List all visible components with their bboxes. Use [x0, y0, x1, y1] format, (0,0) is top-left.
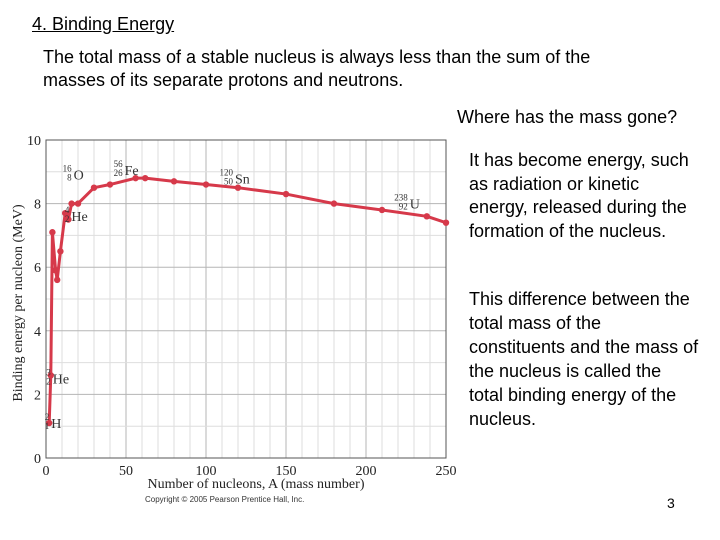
atomic-number-label: 2	[65, 214, 70, 224]
nuclide-label: 32 He	[46, 367, 69, 387]
atomic-number-label: 50	[224, 177, 234, 187]
data-point	[47, 372, 54, 379]
data-point	[52, 267, 59, 274]
atomic-number-label: 26	[114, 168, 124, 178]
data-point	[442, 219, 450, 226]
mass-number-label: 3	[46, 367, 51, 377]
x-axis-label: Number of nucleons, A (mass number)	[148, 477, 365, 492]
binding-energy-curve	[47, 176, 447, 424]
y-tick-label: 10	[27, 134, 41, 149]
data-point	[234, 184, 242, 191]
data-point	[65, 216, 72, 223]
x-tick-label: 50	[119, 464, 133, 479]
y-tick-label: 2	[34, 388, 41, 403]
data-point	[330, 200, 338, 207]
data-point	[90, 184, 98, 191]
element-symbol-label: O	[74, 169, 84, 184]
atomic-number-label: 8	[67, 173, 72, 183]
page-number: 3	[667, 495, 675, 511]
data-point	[132, 174, 139, 182]
nuclide-label: 21 H	[45, 412, 62, 432]
plot-frame	[45, 139, 447, 459]
mass-number-label: 16	[63, 164, 73, 174]
data-point	[170, 178, 178, 185]
mass-number-label: 4	[65, 205, 70, 215]
y-tick-label: 6	[34, 261, 41, 276]
data-point	[54, 276, 61, 284]
explanation-paragraph-2: This difference between the total mass o…	[469, 289, 699, 429]
x-tick-label: 0	[43, 464, 50, 479]
copyright-notice: Copyright © 2005 Pearson Prentice Hall, …	[145, 495, 304, 504]
data-point	[57, 248, 64, 255]
slide-title: 4. Binding Energy	[32, 14, 175, 34]
mass-number-label: 238	[394, 192, 408, 202]
y-axis-label: Binding energy per nucleon (MeV)	[11, 204, 26, 402]
data-point	[68, 200, 75, 207]
atomic-number-label: 92	[399, 201, 408, 211]
element-symbol-label: He	[71, 210, 87, 225]
y-tick-label: 8	[34, 198, 41, 213]
x-tick-label: 100	[196, 464, 217, 479]
element-symbol-label: Sn	[235, 173, 250, 188]
x-tick-label: 200	[356, 464, 377, 479]
data-point	[142, 174, 149, 182]
data-point	[423, 213, 430, 220]
y-tick-label: 0	[34, 452, 41, 467]
element-symbol-label: Fe	[125, 164, 139, 179]
data-point	[378, 206, 386, 214]
element-symbol-label: H	[51, 417, 61, 432]
data-point	[202, 181, 210, 188]
mass-number-label: 56	[114, 159, 124, 169]
element-symbol-label: He	[53, 372, 69, 387]
data-points	[46, 174, 450, 427]
mass-number-label: 2	[45, 412, 50, 422]
data-point	[74, 200, 82, 207]
explanation-paragraph-1: It has become energy, such as radiation …	[469, 150, 689, 241]
mass-number-label: 120	[220, 168, 234, 178]
atomic-number-label: 2	[46, 376, 51, 386]
atomic-number-label: 1	[45, 421, 50, 431]
nuclide-label: 42 He	[65, 205, 88, 225]
data-point	[282, 190, 290, 198]
question-text: Where has the mass gone?	[457, 107, 678, 127]
nuclide-label: 168 O	[63, 164, 84, 184]
intro-text: The total mass of a stable nucleus is al…	[43, 47, 591, 90]
x-tick-label: 150	[276, 464, 297, 479]
data-point	[46, 419, 53, 427]
x-tick-label: 250	[436, 464, 457, 479]
y-tick-label: 4	[34, 325, 41, 340]
chart-grid	[45, 139, 447, 459]
data-point	[61, 209, 69, 217]
data-point	[49, 229, 56, 236]
element-symbol-label: U	[410, 197, 420, 212]
data-point	[106, 181, 114, 188]
